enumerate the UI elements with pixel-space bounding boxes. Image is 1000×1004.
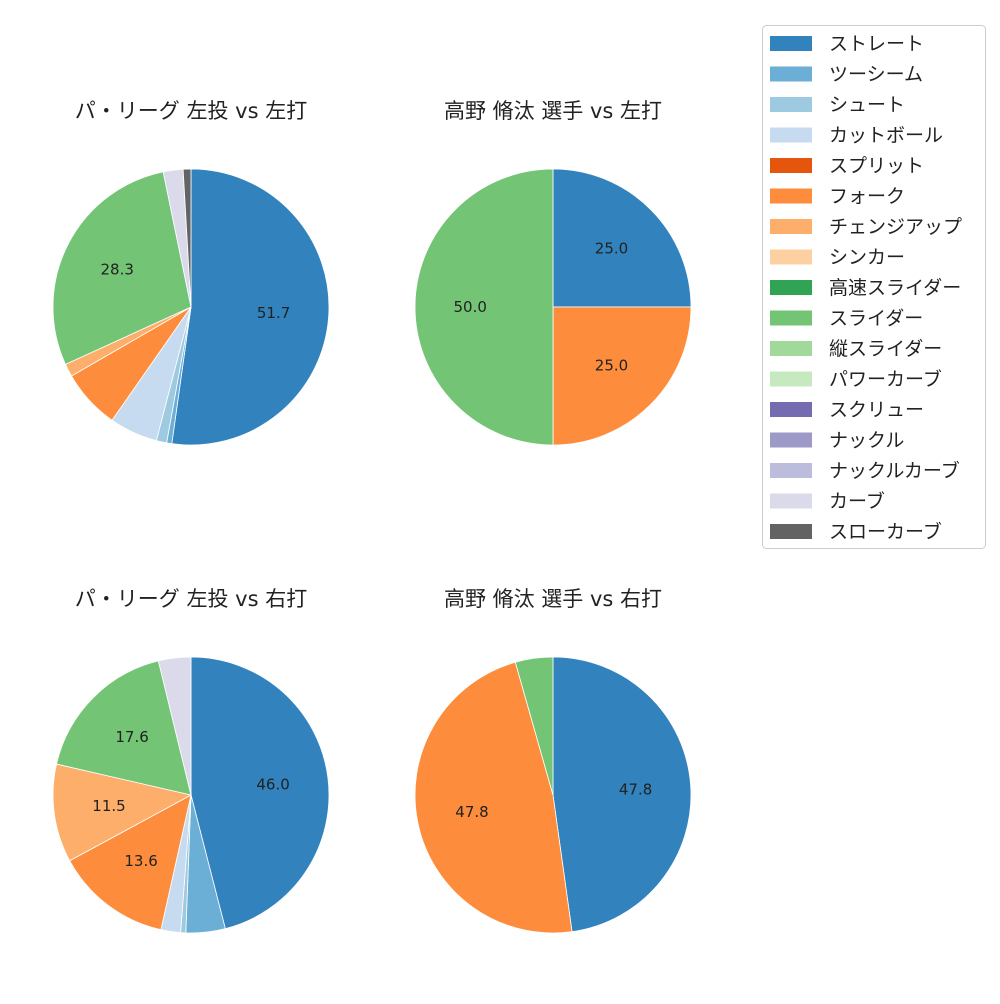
legend-label: カットボール — [829, 125, 943, 147]
legend-item: 縦スライダー — [770, 338, 942, 360]
pie-slice — [182, 168, 192, 308]
legend-item: ツーシーム — [770, 64, 923, 86]
pie-slice-label: 51.7 — [257, 304, 290, 322]
legend-swatch — [770, 127, 812, 143]
legend-swatch — [770, 36, 812, 51]
legend-swatch — [770, 493, 812, 509]
legend-item: シュート — [770, 94, 905, 116]
legend-label: ナックル — [829, 430, 904, 452]
legend-item: シンカー — [770, 247, 905, 269]
legend-swatch — [770, 341, 812, 356]
pie-slice-label: 17.6 — [115, 728, 148, 746]
legend-item: 高速スライダー — [770, 277, 961, 299]
pie-slice — [52, 171, 192, 365]
legend-label: パワーカーブ — [829, 368, 942, 391]
pie-slice-label: 11.5 — [92, 797, 125, 815]
pie-slice-label: 28.3 — [100, 261, 133, 279]
pie-slice — [552, 306, 692, 446]
pie-slice — [171, 168, 330, 446]
pie-slice — [157, 656, 192, 796]
pie-panel-3: パ・リーグ 左投 vs 右打 46.0 13.6 11.5 17.6 — [52, 587, 330, 934]
pie-panel-1: パ・リーグ 左投 vs 左打 51.7 28.3 — [52, 99, 330, 446]
legend-swatch — [770, 524, 812, 539]
pie-slice-label: 47.8 — [619, 780, 652, 798]
legend-swatch — [770, 280, 812, 295]
legend-label: ツーシーム — [829, 64, 923, 86]
legend-item: スライダー — [770, 308, 923, 330]
legend-swatch — [770, 158, 812, 173]
legend-label: スプリット — [829, 155, 924, 177]
legend-label: シュート — [829, 94, 905, 116]
pie-slice-label: 46.0 — [256, 776, 289, 794]
pie-title: 高野 脩汰 選手 vs 右打 — [444, 587, 662, 611]
legend-item: スクリュー — [770, 399, 924, 421]
pie-title: パ・リーグ 左投 vs 左打 — [75, 99, 307, 123]
pie-panel-4: 高野 脩汰 選手 vs 右打 47.8 47.8 — [414, 587, 692, 934]
pie-slice — [414, 168, 554, 446]
legend-label: シンカー — [829, 247, 905, 269]
pie-slice — [552, 168, 692, 308]
legend-label: チェンジアップ — [829, 216, 962, 238]
legend: ストレートツーシームシュートカットボールスプリットフォークチェンジアップシンカー… — [762, 25, 986, 549]
pie-slice — [52, 763, 193, 862]
pie-slice-label: 13.6 — [124, 852, 157, 870]
pie-slice — [190, 656, 330, 930]
legend-label: カーブ — [829, 490, 885, 513]
legend-frame — [762, 25, 986, 549]
pie-slice — [69, 794, 192, 931]
legend-swatch — [770, 371, 812, 387]
pie-slice-label: 50.0 — [453, 298, 486, 316]
legend-label: スローカーブ — [829, 520, 942, 543]
pie-panel-2: 高野 脩汰 選手 vs 左打 25.0 25.0 50.0 — [414, 99, 692, 446]
legend-item: フォーク — [770, 186, 905, 208]
pie-title: パ・リーグ 左投 vs 右打 — [75, 587, 307, 611]
legend-item: スプリット — [770, 155, 924, 177]
legend-swatch — [770, 402, 812, 417]
legend-label: フォーク — [829, 186, 905, 208]
legend-swatch — [770, 66, 812, 82]
legend-item: チェンジアップ — [770, 216, 962, 238]
legend-label: スライダー — [829, 308, 923, 330]
pie-slice — [56, 660, 192, 796]
pie-slice — [414, 661, 573, 934]
pie-title: 高野 脩汰 選手 vs 左打 — [444, 99, 662, 123]
legend-label: ストレート — [829, 33, 924, 55]
legend-swatch — [770, 219, 812, 234]
legend-item: カットボール — [770, 125, 943, 147]
legend-item: ナックルカーブ — [770, 459, 960, 482]
legend-swatch — [770, 432, 812, 448]
legend-swatch — [770, 188, 812, 204]
legend-swatch — [770, 310, 812, 326]
legend-swatch — [770, 463, 812, 478]
legend-label: ナックルカーブ — [829, 459, 960, 482]
pie-slice-label: 25.0 — [595, 357, 628, 375]
pie-slice — [552, 656, 692, 933]
legend-item: カーブ — [770, 490, 885, 513]
legend-item: スローカーブ — [770, 520, 942, 543]
pie-slice-label: 25.0 — [595, 240, 628, 258]
pie-slice — [514, 656, 554, 796]
legend-item: パワーカーブ — [770, 368, 942, 391]
legend-label: 高速スライダー — [829, 277, 961, 299]
legend-label: 縦スライダー — [829, 338, 942, 360]
pie-slice-label: 47.8 — [455, 803, 488, 821]
legend-label: スクリュー — [829, 399, 924, 421]
legend-swatch — [770, 97, 812, 112]
legend-item: ナックル — [770, 430, 904, 452]
legend-swatch — [770, 249, 812, 265]
legend-item: ストレート — [770, 33, 924, 55]
